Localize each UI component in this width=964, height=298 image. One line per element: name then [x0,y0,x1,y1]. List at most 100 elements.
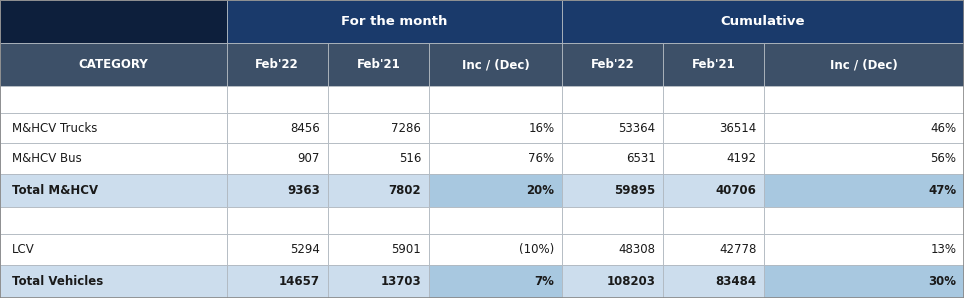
Text: 4192: 4192 [727,152,757,165]
Text: 56%: 56% [930,152,956,165]
Bar [562,234,663,265]
Bar [663,43,764,86]
Bar [663,207,764,234]
Text: 36514: 36514 [719,122,757,135]
Bar [562,143,663,174]
Text: 59895: 59895 [614,184,656,197]
Text: Cumulative: Cumulative [721,15,805,28]
Text: For the month: For the month [341,15,447,28]
Bar [227,174,328,207]
Bar [0,207,227,234]
Text: 13703: 13703 [381,275,421,288]
Text: 40706: 40706 [716,184,757,197]
Bar [429,143,562,174]
Bar [663,265,764,298]
Text: Inc / (Dec): Inc / (Dec) [462,58,529,71]
Text: 5901: 5901 [391,243,421,256]
Bar [764,143,964,174]
Bar [764,234,964,265]
Bar [764,207,964,234]
Text: CATEGORY: CATEGORY [78,58,148,71]
Bar [0,43,227,86]
Bar [429,207,562,234]
Bar [227,265,328,298]
Text: 14657: 14657 [279,275,320,288]
Bar [562,265,663,298]
Bar [328,174,429,207]
Bar [663,234,764,265]
Text: 6531: 6531 [626,152,656,165]
Bar [429,43,562,86]
Bar [328,86,429,113]
Bar [328,207,429,234]
Text: (10%): (10%) [519,243,554,256]
Text: 7286: 7286 [391,122,421,135]
Bar [663,174,764,207]
Text: 7802: 7802 [388,184,421,197]
Text: LCV: LCV [12,243,35,256]
Text: 7%: 7% [534,275,554,288]
Text: 47%: 47% [928,184,956,197]
Bar [562,86,663,113]
Bar [663,113,764,143]
Text: Total M&HCV: Total M&HCV [12,184,97,197]
Bar [328,265,429,298]
Bar [429,234,562,265]
Text: 9363: 9363 [287,184,320,197]
Text: 5294: 5294 [290,243,320,256]
Text: Inc / (Dec): Inc / (Dec) [830,58,898,71]
Bar [562,43,663,86]
Text: 108203: 108203 [606,275,656,288]
Text: 42778: 42778 [719,243,757,256]
Text: Feb'21: Feb'21 [357,58,400,71]
Bar [227,207,328,234]
Text: Feb'22: Feb'22 [255,58,299,71]
Bar [227,234,328,265]
Bar [663,143,764,174]
Text: 46%: 46% [930,122,956,135]
Bar [0,0,227,43]
Text: 76%: 76% [528,152,554,165]
Bar [562,174,663,207]
Bar [328,43,429,86]
Bar [328,143,429,174]
Text: 20%: 20% [526,184,554,197]
Text: 8456: 8456 [290,122,320,135]
Bar [0,174,227,207]
Bar [227,86,328,113]
Bar [764,43,964,86]
Text: Feb'22: Feb'22 [591,58,634,71]
Text: 48308: 48308 [619,243,656,256]
Bar [328,113,429,143]
Bar [227,43,328,86]
Text: Total Vehicles: Total Vehicles [12,275,103,288]
Bar [562,0,964,43]
Bar [0,86,227,113]
Bar [562,113,663,143]
Bar [0,143,227,174]
Text: 53364: 53364 [618,122,656,135]
Text: M&HCV Bus: M&HCV Bus [12,152,81,165]
Text: 83484: 83484 [715,275,757,288]
Bar [764,86,964,113]
Bar [429,86,562,113]
Text: 16%: 16% [528,122,554,135]
Text: 516: 516 [399,152,421,165]
Bar [562,207,663,234]
Bar [0,113,227,143]
Bar [429,174,562,207]
Bar [0,234,227,265]
Bar [663,86,764,113]
Bar [429,265,562,298]
Bar [429,113,562,143]
Bar [227,143,328,174]
Bar [0,265,227,298]
Bar [764,174,964,207]
Text: 907: 907 [298,152,320,165]
Bar [227,113,328,143]
Bar [764,265,964,298]
Bar [764,113,964,143]
Bar [328,234,429,265]
Text: M&HCV Trucks: M&HCV Trucks [12,122,97,135]
Text: 13%: 13% [930,243,956,256]
